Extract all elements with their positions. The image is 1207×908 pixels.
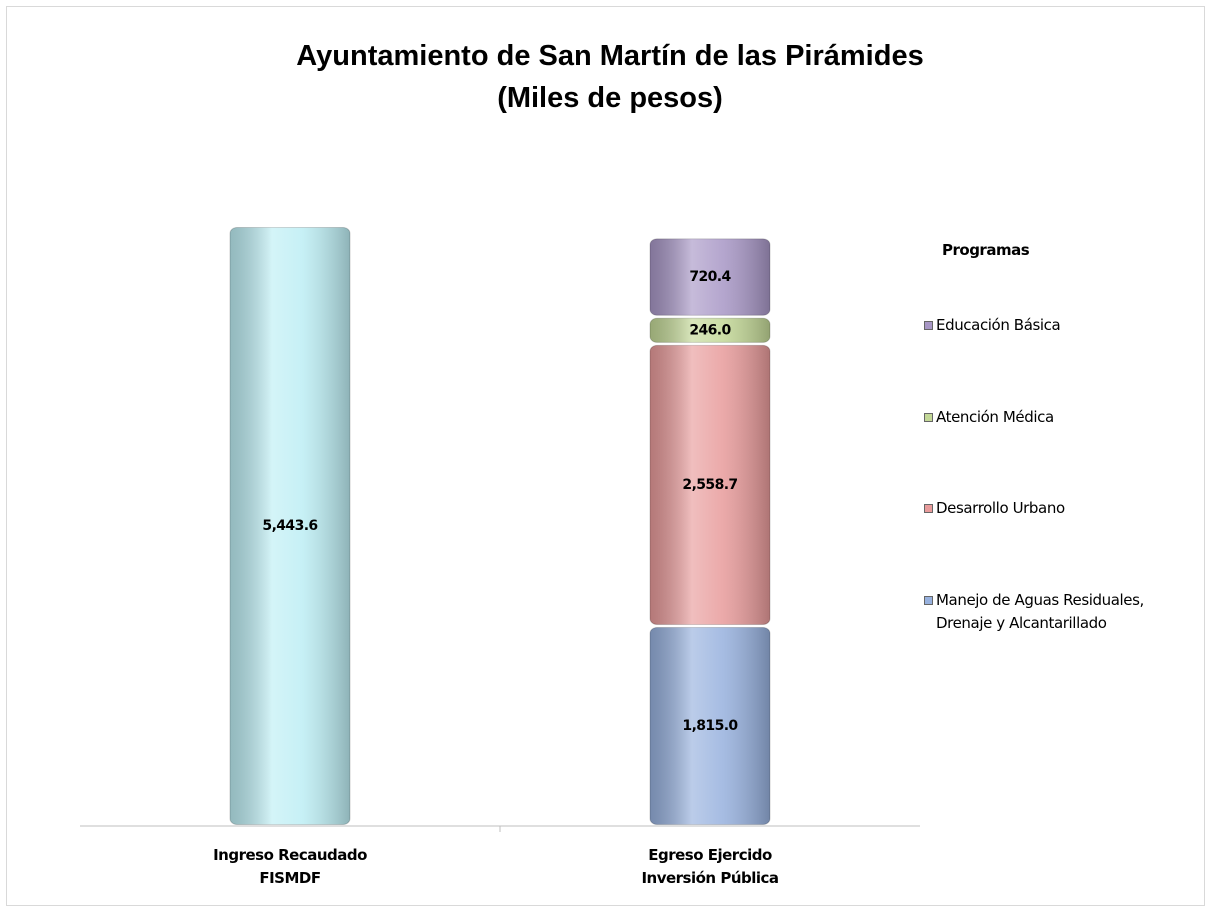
legend-label: Desarrollo Urbano xyxy=(936,499,1065,517)
x-tick-label: Ingreso Recaudado FISMDF xyxy=(213,846,367,887)
value-label: 2,558.7 xyxy=(682,477,737,493)
legend-label: Atención Médica xyxy=(936,408,1054,426)
chart-subtitle: (Miles de pesos) xyxy=(497,82,723,114)
legend-title: Programas xyxy=(942,241,1030,259)
bar-shade xyxy=(230,227,350,825)
bar-shade xyxy=(650,238,770,316)
bar-shade xyxy=(650,345,770,625)
value-label: 5,443.6 xyxy=(262,518,317,534)
legend-label: Manejo de Aguas Residuales, Drenaje y Al… xyxy=(936,591,1144,632)
bar-shade xyxy=(650,318,770,343)
legend-swatch xyxy=(924,596,933,605)
value-label: 1,815.0 xyxy=(682,718,738,734)
legend-label: Educación Básica xyxy=(936,316,1061,334)
legend-swatch xyxy=(924,321,933,330)
x-tick-label: Egreso Ejercido Inversión Pública xyxy=(641,846,779,887)
bar-shade xyxy=(650,627,770,825)
legend-swatch xyxy=(924,413,933,422)
value-label: 720.4 xyxy=(689,269,731,285)
chart-frame xyxy=(6,6,1205,906)
value-label: 246.0 xyxy=(689,322,731,338)
chart-title: Ayuntamiento de San Martín de las Pirámi… xyxy=(296,40,924,72)
legend-swatch xyxy=(924,504,933,513)
